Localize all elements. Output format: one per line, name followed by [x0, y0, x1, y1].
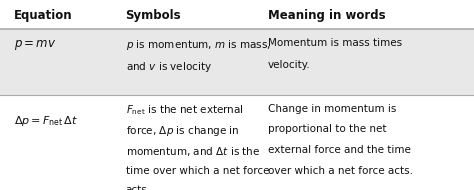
Text: momentum, and $\Delta t$ is the: momentum, and $\Delta t$ is the — [126, 145, 260, 158]
Text: over which a net force acts.: over which a net force acts. — [268, 166, 413, 176]
Text: external force and the time: external force and the time — [268, 145, 410, 155]
Text: $p = mv$: $p = mv$ — [14, 38, 57, 52]
Text: Symbols: Symbols — [126, 9, 181, 21]
Text: Momentum is mass times: Momentum is mass times — [268, 38, 402, 48]
Text: Change in momentum is: Change in momentum is — [268, 104, 396, 114]
Text: acts: acts — [126, 185, 147, 190]
Text: $p$ is momentum, $m$ is mass,: $p$ is momentum, $m$ is mass, — [126, 38, 271, 52]
Bar — [0, 29, 474, 95]
Text: force, $\Delta p$ is change in: force, $\Delta p$ is change in — [126, 124, 239, 139]
Text: time over which a net force: time over which a net force — [126, 166, 269, 176]
Text: $\Delta p = F_{\mathrm{net}}\,\Delta t$: $\Delta p = F_{\mathrm{net}}\,\Delta t$ — [14, 114, 78, 128]
Text: Meaning in words: Meaning in words — [268, 9, 385, 21]
Text: proportional to the net: proportional to the net — [268, 124, 386, 135]
Text: velocity.: velocity. — [268, 60, 310, 70]
Text: Equation: Equation — [14, 9, 73, 21]
Bar — [0, 95, 474, 190]
Text: $F_{\mathrm{net}}$ is the net external: $F_{\mathrm{net}}$ is the net external — [126, 104, 244, 117]
Text: and $v$ is velocity: and $v$ is velocity — [126, 60, 212, 74]
